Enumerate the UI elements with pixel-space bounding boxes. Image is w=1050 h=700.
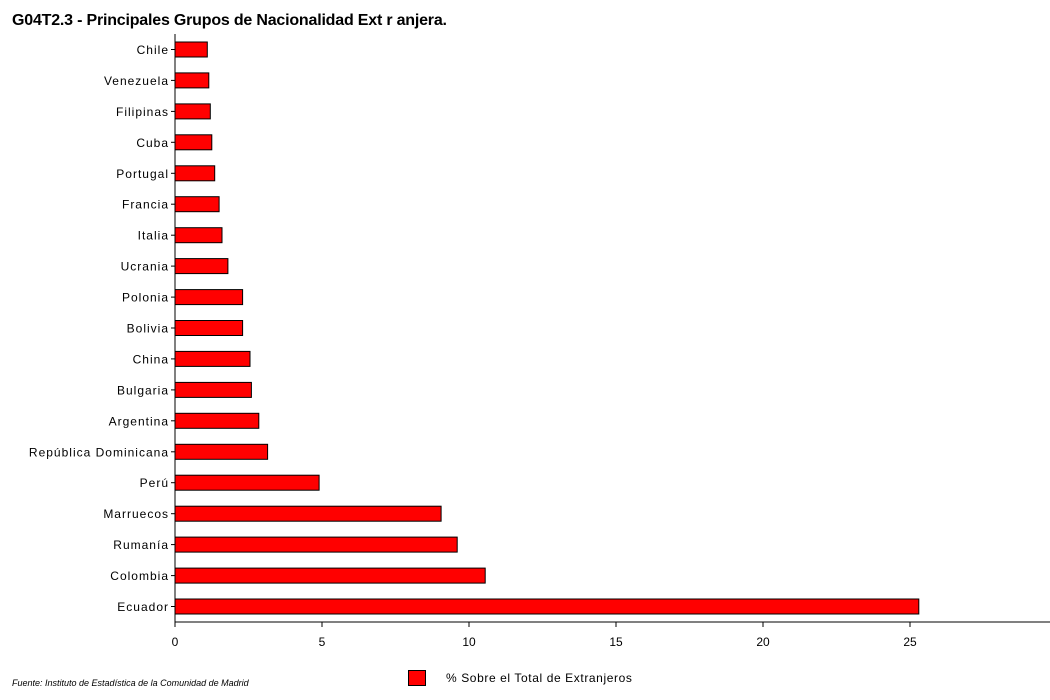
bar-5 (174, 196, 220, 213)
x-axis: 051015202530 (171, 34, 1050, 649)
bar-17 (174, 567, 486, 584)
bar-14 (174, 474, 320, 491)
bar-15 (174, 505, 442, 522)
y-tick-label: Cuba (136, 136, 169, 150)
y-tick-label: Italia (138, 229, 169, 243)
y-tick-label: República Dominicana (29, 445, 169, 459)
bar-16 (174, 536, 458, 553)
x-tick-label: 10 (462, 635, 476, 649)
y-tick-label: Colombia (110, 569, 169, 583)
x-tick-label: 0 (172, 635, 179, 649)
legend-label: % Sobre el Total de Extranjeros (446, 671, 633, 685)
y-tick-label: Rumanía (113, 538, 169, 552)
bar-11 (174, 381, 252, 398)
bar-4 (174, 165, 216, 182)
bar-6 (174, 227, 223, 244)
bar-1 (174, 72, 210, 89)
bar-0 (174, 41, 208, 58)
bar-7 (174, 258, 229, 275)
y-tick-label: Bulgaria (117, 383, 169, 397)
x-tick-label: 25 (903, 635, 917, 649)
y-tick-label: Ucrania (121, 260, 169, 274)
legend: % Sobre el Total de Extranjeros (408, 668, 632, 688)
y-tick-label: Perú (140, 476, 169, 490)
y-tick-label: Francia (122, 198, 169, 212)
y-tick-label: Bolivia (127, 322, 169, 336)
bar-2 (174, 103, 211, 120)
bar-12 (174, 412, 260, 429)
y-tick-label: Marruecos (103, 507, 169, 521)
x-tick-label: 5 (319, 635, 326, 649)
bar-9 (174, 320, 244, 336)
bar-3 (174, 134, 213, 151)
y-tick-label: China (133, 352, 169, 366)
y-tick-label: Ecuador (117, 600, 169, 614)
bar-18 (174, 598, 920, 615)
y-tick-label: Filipinas (116, 105, 169, 119)
chart-title: G04T2.3 - Principales Grupos de Nacional… (12, 12, 447, 29)
y-tick-label: Chile (137, 43, 169, 57)
y-tick-label: Portugal (116, 167, 169, 181)
y-tick-label: Polonia (122, 291, 169, 305)
x-tick-label: 15 (609, 635, 623, 649)
y-tick-label: Argentina (109, 414, 169, 428)
y-tick-label: Venezuela (104, 74, 169, 88)
bar-13 (174, 443, 269, 460)
bar-8 (174, 289, 244, 306)
legend-swatch (408, 670, 426, 686)
x-tick-label: 20 (756, 635, 770, 649)
bar-10 (174, 350, 251, 367)
bars-group (174, 41, 920, 615)
source-note: Fuente: Instituto de Estadística de la C… (12, 678, 249, 688)
y-tick-labels: Chile Venezuela Filipinas Cuba Portugal Franc… (29, 43, 169, 614)
